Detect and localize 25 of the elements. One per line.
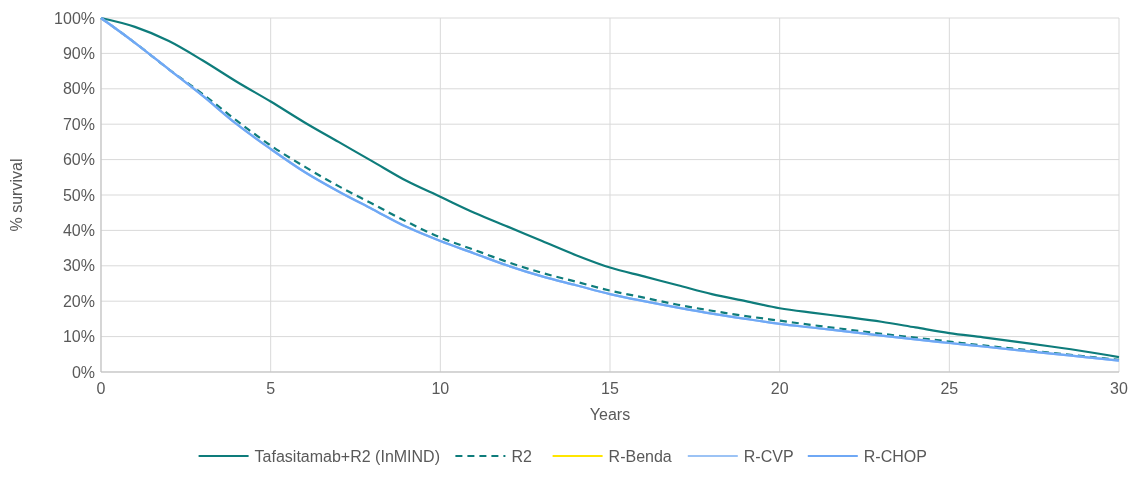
x-tick-label: 0: [96, 380, 106, 397]
y-tick-label: 0%: [71, 363, 95, 381]
legend-label: R-CHOP: [863, 447, 927, 465]
legend-label: Tafasitamab+R2 (InMIND): [254, 447, 440, 465]
x-tick-label: 15: [601, 380, 619, 397]
y-tick-label: 50%: [62, 186, 95, 204]
legend-label: R-CVP: [743, 447, 794, 465]
x-tick-label: 20: [770, 380, 789, 397]
x-axis-title: Years: [589, 406, 631, 423]
y-tick-label: 20%: [62, 292, 95, 310]
y-tick-label: 70%: [62, 115, 95, 133]
y-tick-label: 10%: [62, 328, 95, 346]
y-tick-label: 40%: [62, 222, 95, 239]
x-tick-label: 10: [431, 380, 450, 397]
x-tick-label: 5: [266, 380, 276, 397]
y-tick-label: 90%: [62, 45, 95, 62]
y-tick-label: 100%: [54, 9, 95, 27]
y-tick-label: 60%: [62, 151, 95, 169]
legend-label: R-Benda: [608, 447, 672, 465]
y-tick-label: 30%: [62, 257, 95, 275]
y-axis-title: % survival: [8, 158, 25, 232]
x-tick-label: 30: [1110, 380, 1128, 397]
y-tick-label: 80%: [62, 80, 95, 98]
legend-label: R2: [511, 447, 532, 465]
x-tick-label: 25: [940, 380, 959, 397]
